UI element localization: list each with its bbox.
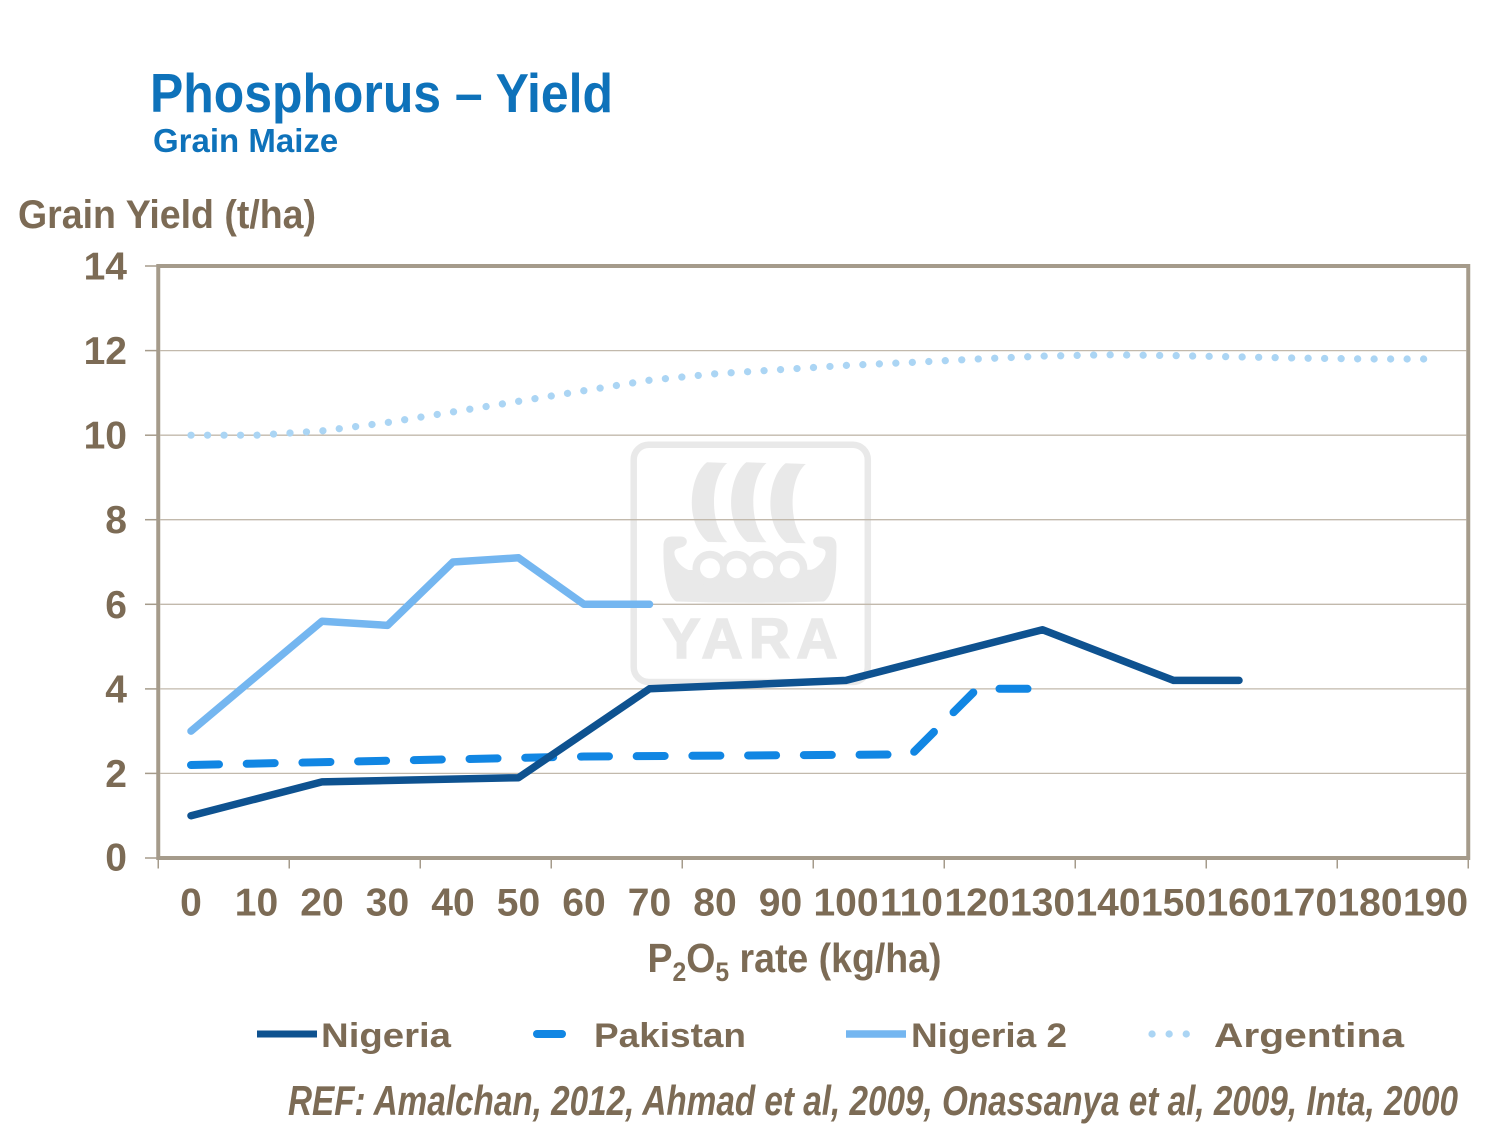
svg-text:190: 190 bbox=[1403, 882, 1468, 925]
svg-text:4: 4 bbox=[105, 668, 127, 711]
svg-text:160: 160 bbox=[1206, 882, 1271, 925]
svg-text:100: 100 bbox=[813, 882, 878, 925]
svg-text:14: 14 bbox=[84, 246, 128, 289]
svg-text:140: 140 bbox=[1075, 882, 1140, 925]
svg-text:60: 60 bbox=[562, 882, 605, 925]
svg-text:50: 50 bbox=[497, 882, 540, 925]
svg-text:YARA: YARA bbox=[663, 607, 838, 671]
svg-text:Grain Maize: Grain Maize bbox=[153, 122, 338, 159]
svg-text:P2O5 rate (kg/ha): P2O5 rate (kg/ha) bbox=[648, 935, 942, 987]
svg-text:80: 80 bbox=[693, 882, 736, 925]
svg-text:Phosphorus – Yield: Phosphorus – Yield bbox=[150, 62, 613, 124]
svg-text:0: 0 bbox=[180, 882, 202, 925]
svg-text:130: 130 bbox=[1010, 882, 1075, 925]
svg-text:10: 10 bbox=[84, 415, 127, 458]
svg-text:Nigeria: Nigeria bbox=[321, 1017, 452, 1055]
svg-text:Pakistan: Pakistan bbox=[594, 1017, 746, 1055]
svg-text:REF: Amalchan, 2012, Ahmad et: REF: Amalchan, 2012, Ahmad et al, 2009, … bbox=[288, 1077, 1458, 1124]
svg-text:8: 8 bbox=[105, 499, 127, 542]
svg-text:40: 40 bbox=[431, 882, 474, 925]
svg-text:120: 120 bbox=[944, 882, 1009, 925]
svg-text:12: 12 bbox=[84, 330, 127, 373]
svg-text:Nigeria 2: Nigeria 2 bbox=[911, 1017, 1067, 1055]
svg-text:110: 110 bbox=[880, 882, 943, 925]
svg-text:Grain Yield (t/ha): Grain Yield (t/ha) bbox=[18, 193, 316, 237]
svg-text:10: 10 bbox=[235, 882, 278, 925]
svg-text:180: 180 bbox=[1337, 882, 1402, 925]
svg-text:0: 0 bbox=[105, 837, 127, 880]
svg-text:6: 6 bbox=[105, 584, 127, 627]
svg-text:Argentina: Argentina bbox=[1214, 1017, 1405, 1055]
svg-text:90: 90 bbox=[759, 882, 802, 925]
svg-text:150: 150 bbox=[1141, 882, 1206, 925]
svg-text:2: 2 bbox=[105, 753, 127, 796]
svg-text:70: 70 bbox=[628, 882, 671, 925]
svg-text:20: 20 bbox=[300, 882, 343, 925]
svg-text:170: 170 bbox=[1272, 882, 1337, 925]
svg-text:30: 30 bbox=[366, 882, 409, 925]
